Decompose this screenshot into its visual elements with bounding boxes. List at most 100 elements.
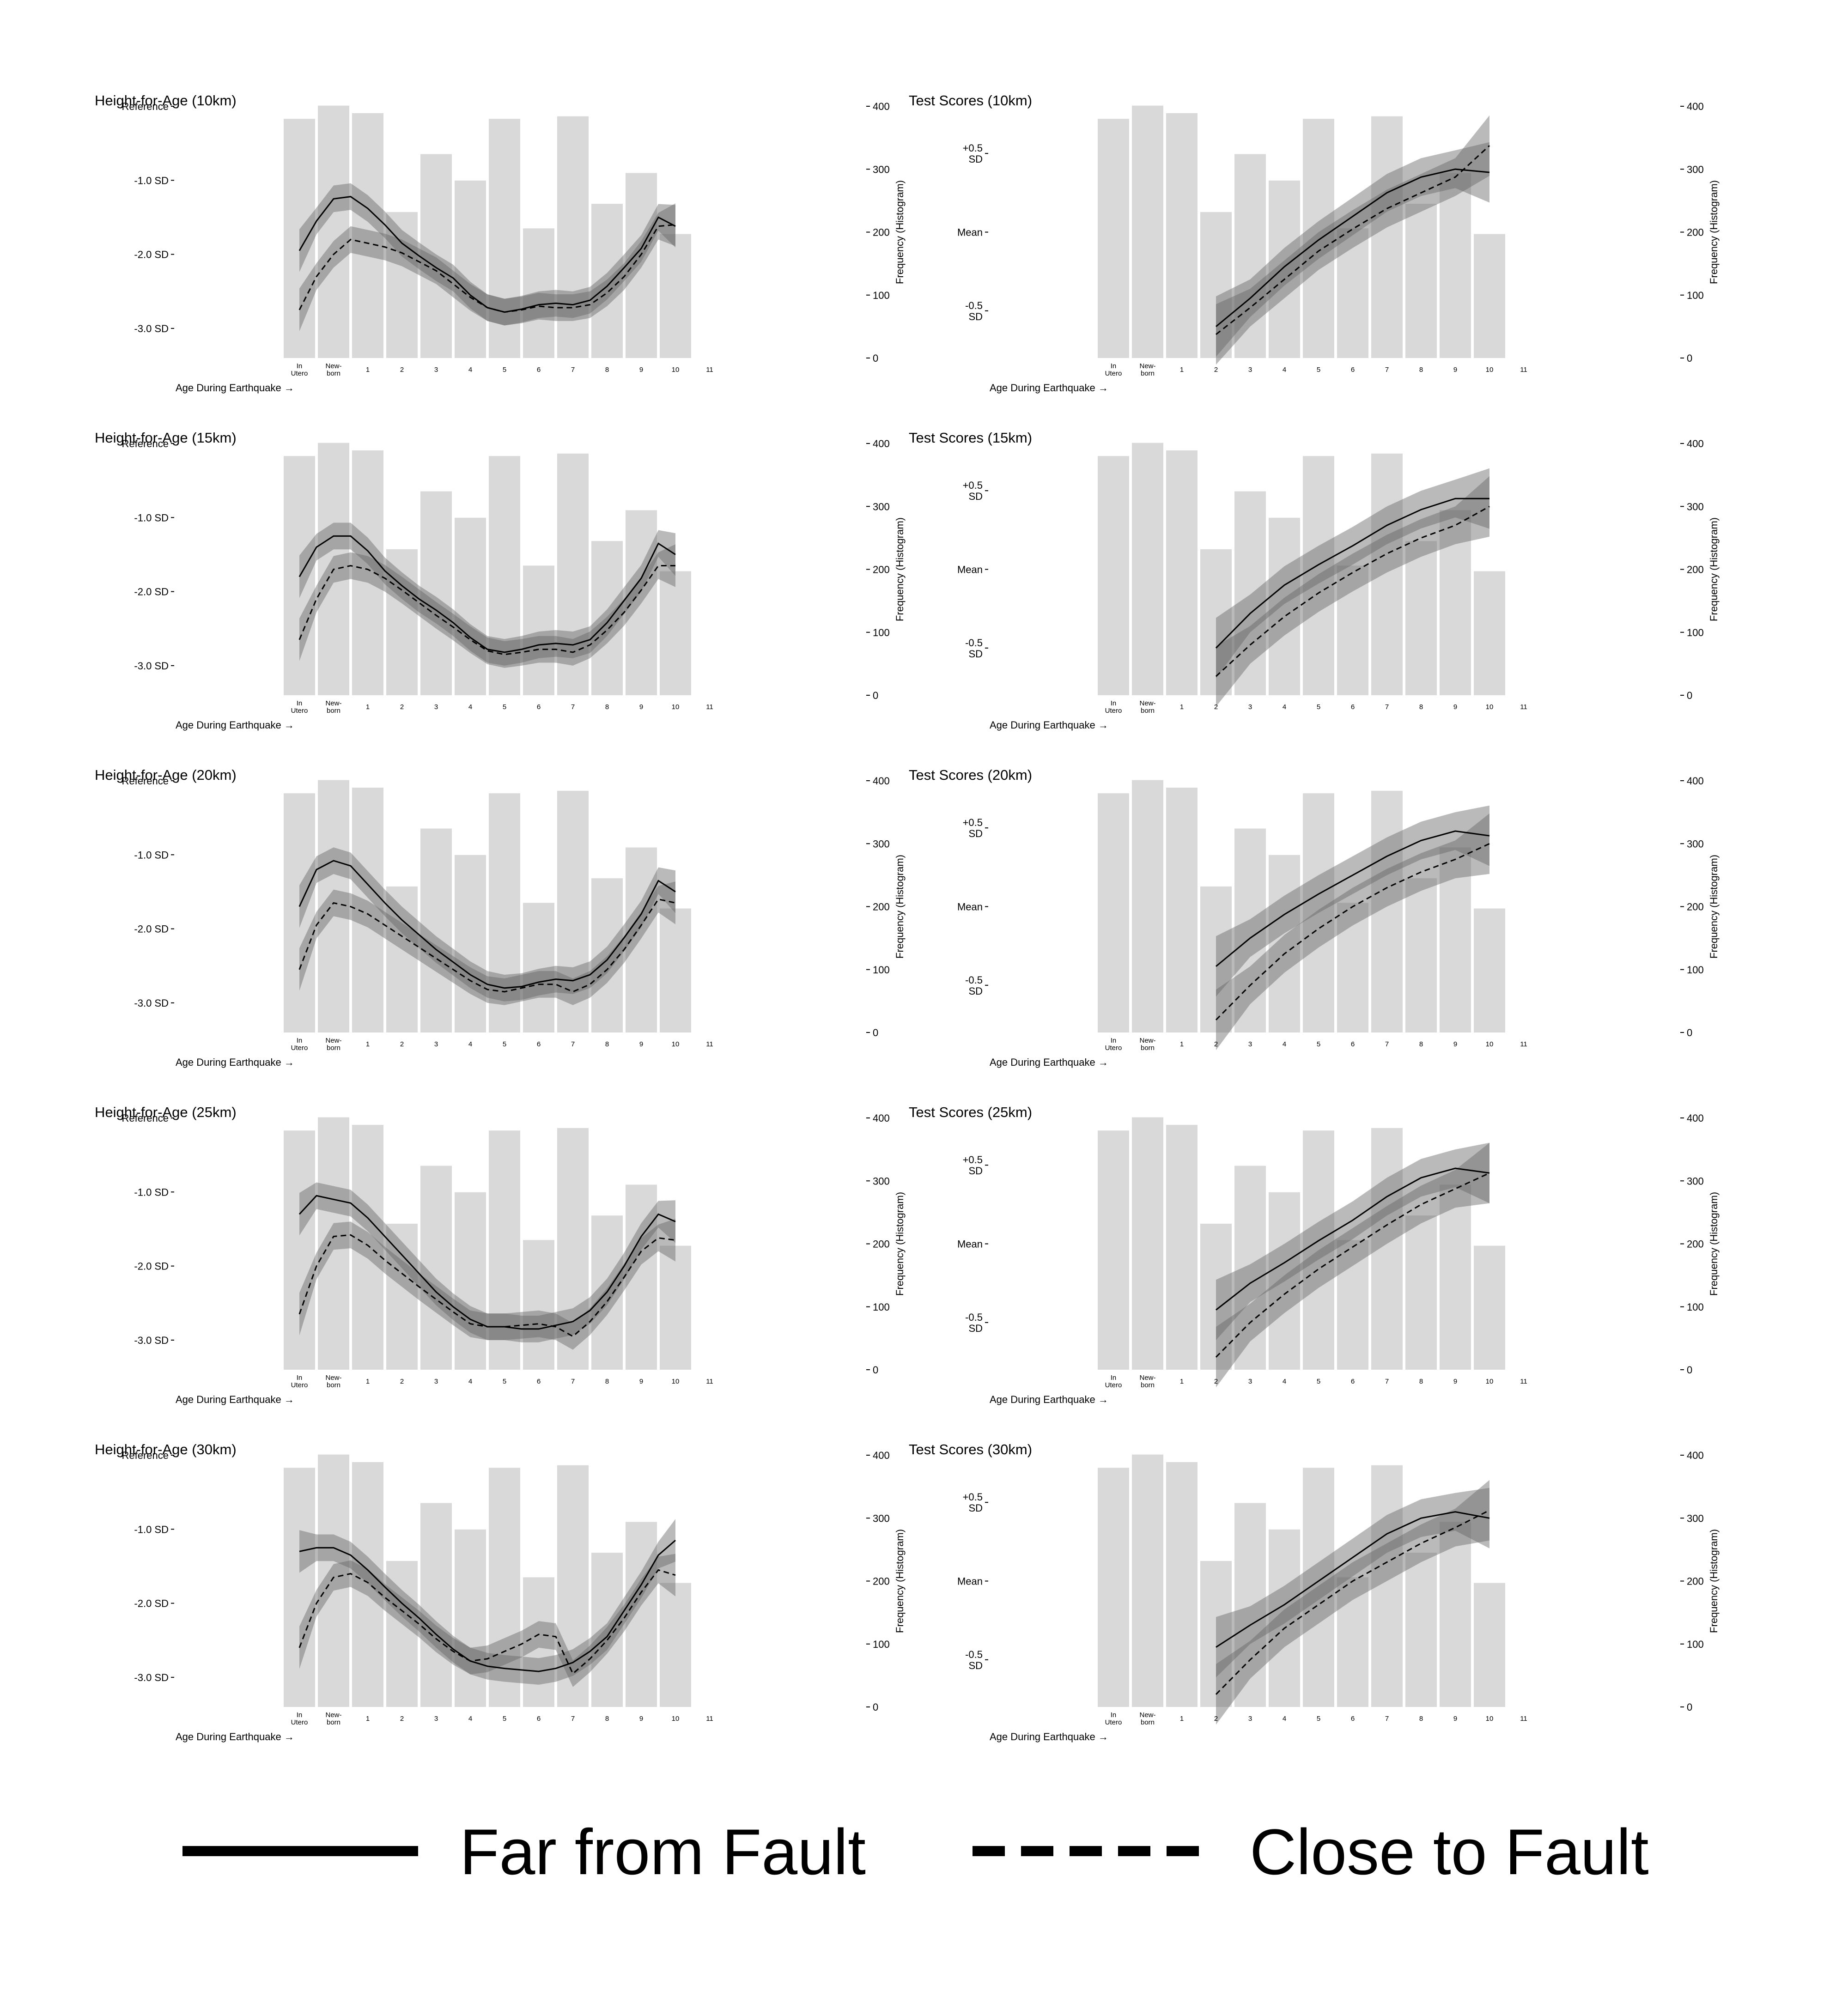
histogram-bar [1474,1583,1505,1707]
y-tick-label: Reference [122,775,169,787]
x-tick-label: 9 [639,1378,643,1385]
close-to-fault-line [298,1234,676,1337]
panel-title: Test Scores (15km) [909,430,1032,446]
freq-axis-label: Frequency (Histogram) [894,517,906,621]
x-tick-label: 7 [1385,703,1389,711]
close-to-fault-line [1215,1172,1490,1358]
x-tick-label: 1 [366,1715,370,1723]
x-tick-label: In [297,1037,303,1044]
x-tick-label: 10 [1486,1040,1494,1048]
freq-tick-label: 200 [873,901,890,913]
histogram-bar [455,1529,486,1707]
histogram-bar [1371,790,1403,1032]
panel-title: Test Scores (30km) [909,1441,1032,1457]
y-tick-label: SD [968,648,983,660]
x-tick-label: 9 [1453,1040,1457,1048]
x-tick-label: New- [325,1711,341,1719]
histogram-bar [1132,105,1163,358]
histogram-bar [489,1130,520,1370]
histogram-bar [386,549,418,695]
x-tick-label: New- [1139,1374,1155,1382]
freq-tick-label: 200 [1687,1239,1704,1250]
freq-tick-label: 400 [873,775,890,787]
histogram-bar [1303,1468,1334,1707]
x-tick-label: Utero [1105,370,1122,377]
x-tick-label: In [1111,362,1117,370]
x-tick-label: 5 [503,703,506,711]
x-tick-label: 6 [1351,1378,1355,1385]
x-tick-label: 6 [1351,366,1355,374]
histogram-bar [660,571,691,695]
histogram-bar [1440,173,1471,358]
x-tick-label: 5 [1317,1378,1320,1385]
histogram-bar [1303,793,1334,1032]
histogram-bar [1337,565,1368,695]
histogram-bar [1405,541,1437,695]
test-score-panel: Test Scores (20km)+0.5SDMean-0.5SD010020… [909,767,1720,1068]
y-tick-label: Reference [122,101,169,112]
y-tick-label: SD [968,1502,983,1514]
x-tick-label: 4 [468,1040,472,1048]
confidence-band [1216,1480,1489,1725]
x-tick-label: 11 [1520,366,1527,374]
histogram-bar [1166,1462,1198,1707]
histogram-bar [1269,1192,1300,1370]
x-axis-label: Age During Earthquake → [176,1057,294,1068]
freq-tick-label: 400 [873,1112,890,1124]
x-tick-label: 10 [672,1378,680,1385]
freq-axis-label: Frequency (Histogram) [1708,517,1720,621]
x-tick-label: In [1111,1711,1117,1719]
far-from-fault-line [1216,168,1490,328]
histogram-bar [1303,1130,1334,1370]
x-tick-label: 9 [1453,1378,1457,1385]
x-tick-label: 4 [1283,1040,1286,1048]
x-tick-label: 10 [672,1715,680,1723]
histogram-bar [557,453,589,695]
x-tick-label: 8 [605,1378,609,1385]
x-tick-label: 1 [366,1040,370,1048]
histogram-bar [318,1454,349,1707]
x-tick-label: 8 [605,1715,609,1723]
histogram-bar [455,517,486,695]
height-for-age-panel: Height-for-Age (10km)Reference -1.0 SD -2.… [95,92,906,394]
x-tick-label: born [327,370,340,377]
x-tick-label: 10 [1486,1715,1494,1723]
x-tick-label: 10 [672,366,680,374]
histogram-bar [1405,204,1437,358]
histogram-bar [626,173,657,358]
y-tick-label: -0.5 [965,974,983,986]
freq-tick-label: 100 [1687,627,1704,638]
x-tick-label: 11 [1520,703,1527,711]
x-tick-label: Utero [1105,707,1122,715]
x-tick-label: born [1141,1044,1155,1052]
histogram-bar [1200,886,1232,1032]
histogram-bar [1440,1522,1471,1707]
far-from-fault-line [1216,830,1490,967]
histogram-bar [523,228,554,358]
confidence-band [299,544,675,668]
histogram-bar [557,790,589,1032]
x-tick-label: 9 [1453,366,1457,374]
x-tick-label: 9 [639,1040,643,1048]
freq-tick-label: 400 [1687,438,1704,449]
x-axis-label: Age During Earthquake → [990,1394,1108,1405]
y-tick-label: -2.0 SD [134,1598,169,1609]
y-tick-label: +0.5 [963,817,983,828]
x-tick-label: 1 [366,366,370,374]
x-tick-label: 9 [1453,1715,1457,1723]
x-tick-label: 1 [1180,366,1184,374]
x-axis-label: Age During Earthquake → [990,719,1108,731]
x-tick-label: Utero [1105,1381,1122,1389]
x-tick-label: 8 [1419,703,1423,711]
y-tick-label: Reference [122,1450,169,1461]
histogram-bar [1269,517,1300,695]
x-tick-label: New- [325,362,341,370]
y-tick-label: -1.0 SD [134,175,169,186]
y-tick-label: -2.0 SD [134,586,169,598]
x-tick-label: 3 [434,1715,438,1723]
histogram-bar [420,828,452,1032]
histogram-bar [660,1583,691,1707]
histogram-bar [557,1128,589,1370]
x-tick-label: Utero [291,1044,308,1052]
